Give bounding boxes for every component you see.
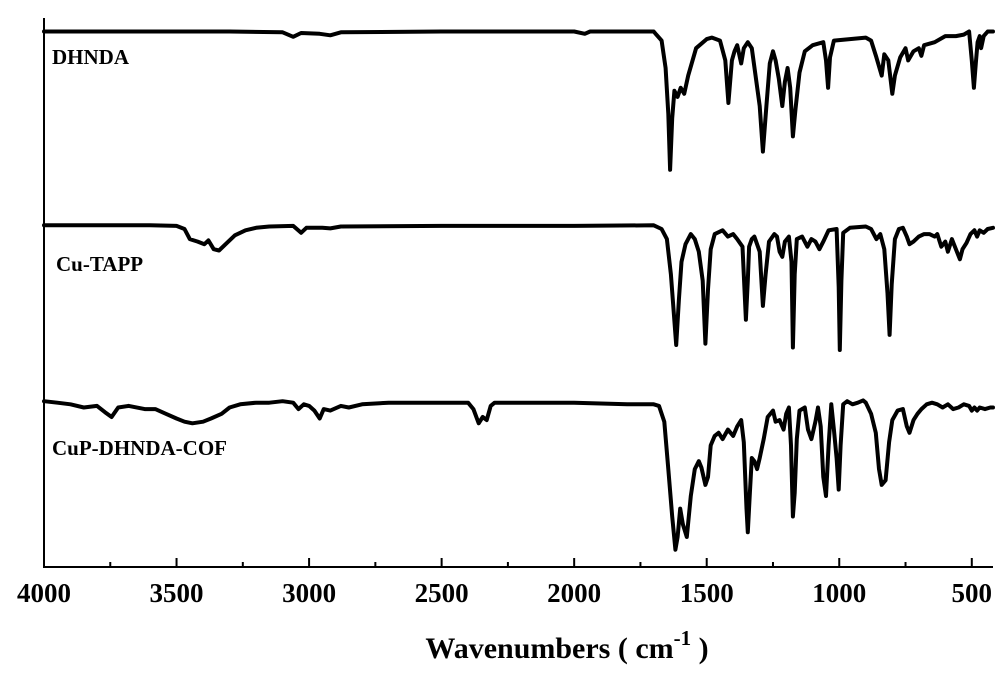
axis-frame <box>43 18 993 568</box>
series-label-cu-tapp: Cu-TAPP <box>56 252 143 276</box>
series-label-cup-dhnda-cof: CuP-DHNDA-COF <box>52 436 227 460</box>
x-tick-label-500: 500 <box>952 578 993 608</box>
x-tick-label-2000: 2000 <box>547 578 601 608</box>
x-tick-label-3000: 3000 <box>282 578 336 608</box>
x-tick-label-3500: 3500 <box>150 578 204 608</box>
series-label-layer: DHNDA Cu-TAPP CuP-DHNDA-COF <box>52 45 227 460</box>
x-tick-label-4000: 4000 <box>17 578 71 608</box>
spectrum-line-dhnda <box>42 29 995 172</box>
x-tick-label-1500: 1500 <box>680 578 734 608</box>
series-label-dhnda: DHNDA <box>52 45 130 69</box>
x-tick-label-2500: 2500 <box>415 578 469 608</box>
spectrum-line-cup-dhnda-cof <box>42 398 995 552</box>
x-axis-title: Wavenumbers ( cm-1 ) <box>425 626 708 665</box>
x-tick-label-1000: 1000 <box>812 578 866 608</box>
spectrum-line-cu-tapp <box>42 223 995 352</box>
series-layer <box>42 29 995 552</box>
axis-layer: 4000 3500 3000 2500 2000 1500 1000 500 <box>17 18 993 608</box>
